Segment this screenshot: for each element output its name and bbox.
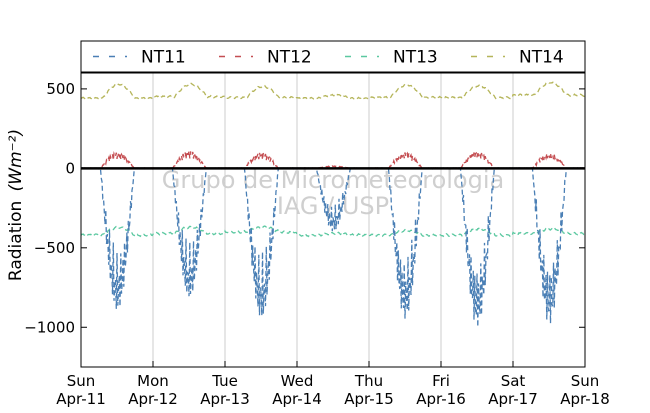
plot-frame <box>80 72 586 368</box>
legend-label: NT11 <box>141 48 186 68</box>
legend-label: NT12 <box>267 48 312 68</box>
x-tick-label-day: Sun <box>67 372 96 390</box>
x-tick-label-day: Tue <box>211 372 238 390</box>
legend-box <box>80 40 586 73</box>
x-tick-label-date: Apr-13 <box>200 390 250 408</box>
x-tick-label-day: Thu <box>354 372 383 390</box>
series-layer <box>80 81 586 327</box>
watermark-line-1: Grupo de Micrometeorologia <box>162 166 504 194</box>
legend-label: NT14 <box>519 48 564 68</box>
x-tick-label-day: Sun <box>571 372 600 390</box>
y-axis-label: Radiation (Wm⁻²) <box>6 129 26 281</box>
grid-layer <box>152 73 514 367</box>
x-tick-label-date: Apr-14 <box>272 390 322 408</box>
x-tick-label-date: Apr-12 <box>128 390 178 408</box>
x-tick-label-day: Mon <box>137 372 169 390</box>
x-tick-label-day: Sat <box>501 372 526 390</box>
series-line-nt13 <box>80 225 586 238</box>
x-tick-label-date: Apr-16 <box>416 390 466 408</box>
y-tick-label: −1000 <box>24 318 75 336</box>
x-tick-label-day: Fri <box>432 372 450 390</box>
y-tick-label: −500 <box>34 239 75 257</box>
watermark-line-2: IAG / USP <box>277 192 389 220</box>
axes-layer: 5000−500−1000SunApr-11MonApr-12TueApr-13… <box>24 72 610 408</box>
y-tick-label: 0 <box>65 159 75 177</box>
y-axis-label-unit: (Wm⁻²) <box>6 129 26 191</box>
x-tick-label-date: Apr-11 <box>56 390 106 408</box>
x-tick-label-date: Apr-17 <box>488 390 538 408</box>
legend: NT11 NT12 NT13 NT14 <box>80 40 586 73</box>
y-axis-label-text: Radiation <box>6 201 26 281</box>
x-tick-label-date: Apr-15 <box>344 390 394 408</box>
series-line-nt14 <box>80 81 586 101</box>
y-tick-label: 500 <box>46 80 75 98</box>
x-tick-label-date: Apr-18 <box>560 390 610 408</box>
legend-label: NT13 <box>393 48 438 68</box>
series-line-nt12 <box>80 150 586 170</box>
x-tick-label-day: Wed <box>281 372 314 390</box>
watermark: Grupo de Micrometeorologia IAG / USP <box>162 166 504 220</box>
